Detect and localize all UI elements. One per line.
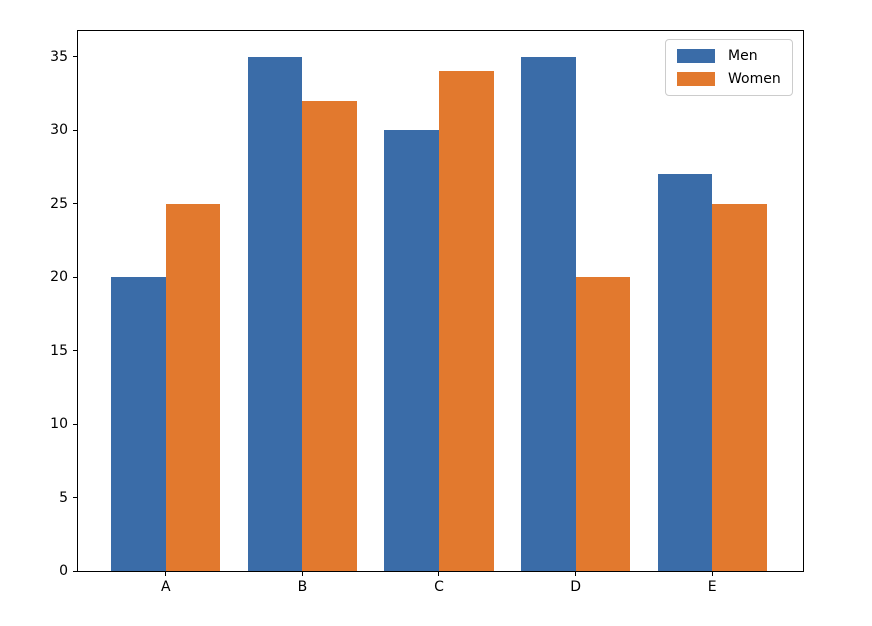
bar-men-a	[111, 277, 166, 571]
bar-men-d	[520, 56, 576, 571]
y-tick-10	[73, 423, 78, 425]
bar-women-a	[165, 203, 221, 571]
y-tick-label-25: 25	[50, 195, 68, 212]
x-tick-label-c: C	[434, 579, 444, 595]
x-tick-d	[575, 571, 577, 576]
legend-label-men: Men	[728, 48, 758, 64]
legend-swatch-women	[677, 72, 715, 86]
y-tick-label-5: 5	[59, 489, 68, 506]
x-tick-b	[301, 571, 303, 576]
legend: Men Women	[665, 39, 793, 96]
y-tick-5	[73, 497, 78, 499]
x-tick-label-e: E	[707, 579, 717, 595]
y-tick-35	[73, 56, 78, 58]
y-tick-label-15: 15	[50, 342, 68, 359]
y-tick-label-0: 0	[59, 563, 68, 579]
y-tick-label-20: 20	[50, 269, 68, 286]
bar-men-b	[247, 56, 303, 571]
x-tick-label-d: D	[570, 579, 581, 595]
legend-item-men: Men	[677, 49, 781, 63]
bar-women-d	[575, 277, 631, 571]
legend-swatch-men	[677, 49, 715, 63]
x-tick-label-b: B	[297, 579, 308, 595]
y-tick-0	[73, 570, 78, 572]
y-tick-30	[73, 129, 78, 131]
plot-area: Men Women A B C D E 0 5 10 15 20 25 30 35	[50, 30, 804, 594]
x-tick-a	[165, 571, 167, 576]
bar-women-e	[712, 203, 767, 571]
y-tick-20	[73, 276, 78, 278]
legend-item-women: Women	[677, 72, 781, 86]
bar-men-e	[657, 174, 713, 571]
y-tick-15	[73, 350, 78, 352]
bar-men-c	[384, 130, 439, 571]
y-tick-label-35: 35	[50, 48, 68, 65]
legend-label-women: Women	[728, 71, 781, 87]
x-tick-c	[438, 571, 440, 576]
x-tick-e	[711, 571, 713, 576]
bar-women-c	[438, 71, 494, 571]
bar-women-b	[302, 100, 358, 571]
x-tick-label-a: A	[161, 579, 171, 595]
y-tick-label-10: 10	[50, 416, 68, 433]
y-tick-label-30: 30	[50, 122, 68, 139]
y-tick-25	[73, 203, 78, 205]
